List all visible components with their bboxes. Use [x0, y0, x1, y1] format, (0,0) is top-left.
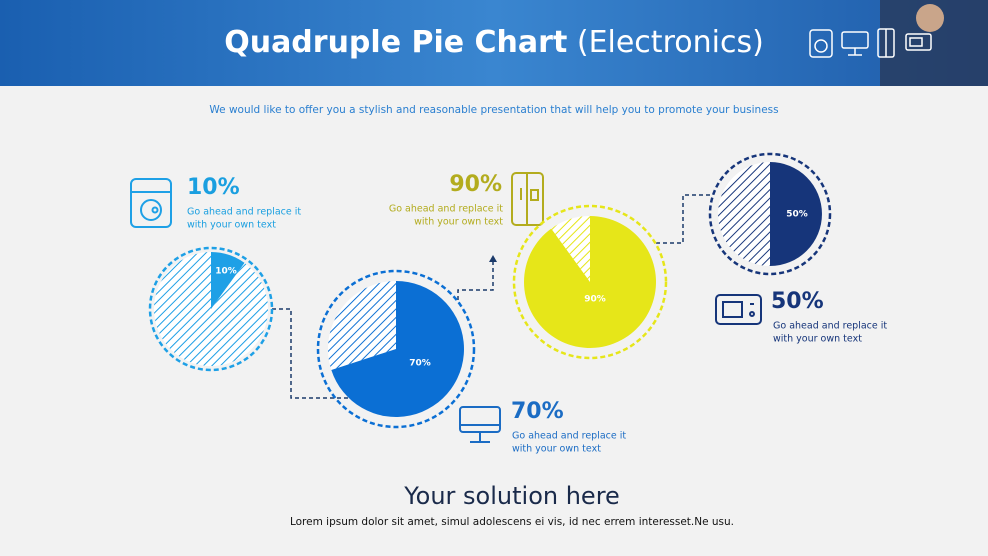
pie-ring	[512, 204, 668, 360]
pie-label: 10%	[215, 267, 237, 277]
pie-slice	[524, 216, 656, 348]
pie-label: 70%	[409, 359, 431, 369]
pie-remainder	[551, 216, 590, 282]
pie-ring	[148, 246, 274, 372]
item-text: Go ahead and replace it	[389, 204, 503, 215]
pie-ring	[708, 152, 832, 276]
pie-remainder	[328, 281, 396, 371]
item-text: with your own text	[187, 220, 276, 231]
title: Quadruple Pie Chart (Electronics)	[224, 25, 764, 60]
pie-label: 50%	[786, 210, 808, 220]
footer-text: Lorem ipsum dolor sit amet, simul adoles…	[290, 516, 734, 528]
subtitle: We would like to offer you a stylish and…	[209, 104, 778, 116]
header-icons	[809, 28, 932, 58]
item-value: 50%	[771, 289, 824, 314]
item-text: Go ahead and replace it	[512, 431, 626, 442]
pie-slice	[211, 252, 245, 309]
connector-arrow	[489, 255, 497, 262]
pie-ring	[316, 269, 476, 429]
item-icons	[130, 172, 762, 443]
pie-label: 90%	[584, 295, 606, 305]
title-suffix: (Electronics)	[577, 25, 764, 60]
item-text: with your own text	[773, 334, 862, 345]
item-text: Go ahead and replace it	[187, 207, 301, 218]
footer-title: Your solution here	[403, 482, 620, 510]
item-value: 70%	[511, 399, 564, 424]
item-text: Go ahead and replace it	[773, 321, 887, 332]
item-value: 10%	[187, 175, 240, 200]
pie-slice	[770, 162, 822, 266]
item-text: with your own text	[512, 444, 601, 455]
pie-slice	[331, 281, 464, 417]
title-main: Quadruple Pie Chart	[224, 25, 567, 60]
connectors	[272, 194, 712, 399]
header-bar	[0, 0, 988, 86]
pie-remainder	[718, 162, 770, 266]
item-text: with your own text	[414, 217, 503, 228]
item-value: 90%	[449, 172, 502, 197]
header-photo-person	[916, 4, 944, 32]
